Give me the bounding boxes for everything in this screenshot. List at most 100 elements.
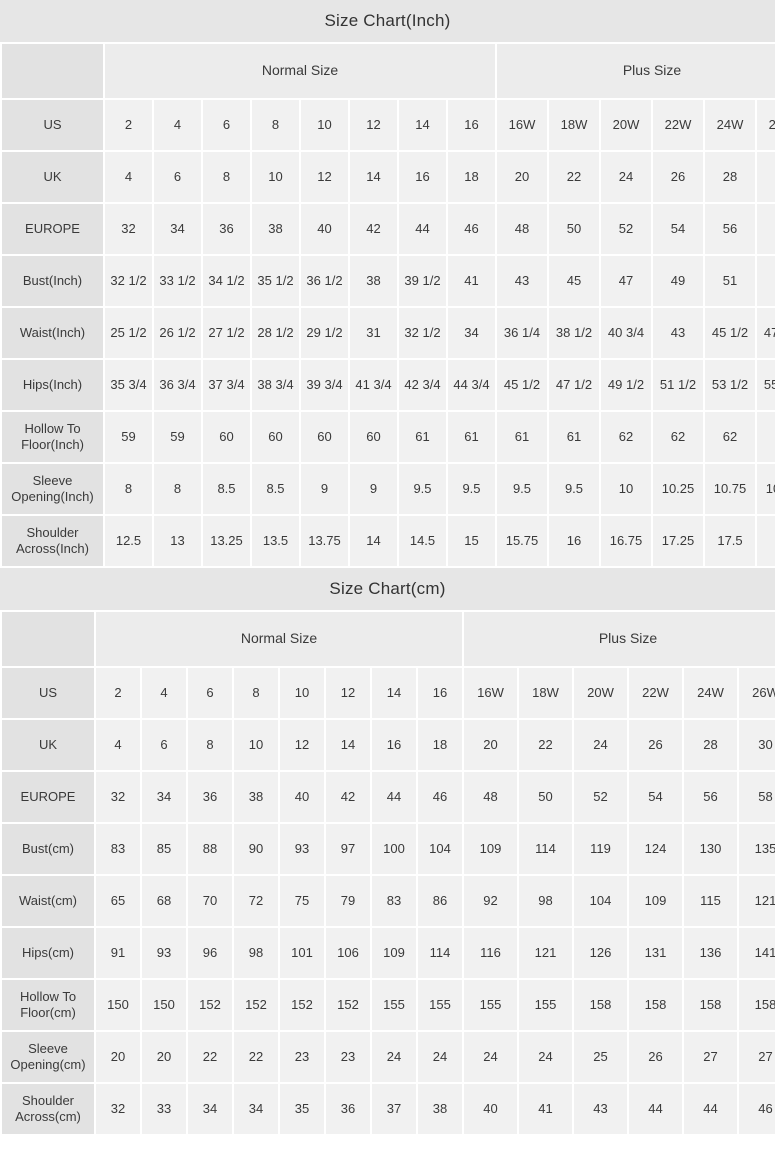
table-cell: 9.5 (549, 464, 599, 514)
table-cell: 16 (448, 100, 495, 150)
table-cell: 20 (497, 152, 547, 202)
cm-group-normal-size: Normal Size (96, 612, 462, 666)
table-cell: 26 (653, 152, 703, 202)
table-cell: 100 (372, 824, 416, 874)
table-cell: 8 (188, 720, 232, 770)
table-cell: 155 (418, 980, 462, 1030)
table-cell: 24W (684, 668, 737, 718)
table-cell: 65 (96, 876, 140, 926)
table-cell: 51 (705, 256, 755, 306)
table-cell: 23 (280, 1032, 324, 1082)
table-cell: 41 (519, 1084, 572, 1134)
table-cell: 13 (154, 516, 201, 566)
table-cell: 34 1/2 (203, 256, 250, 306)
inch-group-plus-size: Plus Size (497, 44, 775, 98)
table-cell: 12 (301, 152, 348, 202)
table-cell: 152 (326, 980, 370, 1030)
table-cell: 12 (350, 100, 397, 150)
table-cell: 24 (601, 152, 651, 202)
table-cell: 83 (372, 876, 416, 926)
cm-corner-cell (2, 612, 94, 666)
table-cell: 28 (684, 720, 737, 770)
table-cell: 130 (684, 824, 737, 874)
table-cell: 20 (142, 1032, 186, 1082)
table-cell: 79 (326, 876, 370, 926)
table-cell: 48 (464, 772, 517, 822)
table-cell: 44 3/4 (448, 360, 495, 410)
table-cell: 106 (326, 928, 370, 978)
table-cell: 121 (739, 876, 775, 926)
table-row: Waist(cm) 65 68 70 72 75 79 83 86 92 98 … (2, 876, 775, 926)
table-cell: 22 (519, 720, 572, 770)
table-cell: 28 1/2 (252, 308, 299, 358)
inch-row-label-hips: Hips(Inch) (2, 360, 103, 410)
table-cell: 27 (684, 1032, 737, 1082)
table-cell: 10.75 (757, 464, 775, 514)
table-cell: 14 (326, 720, 370, 770)
table-cell: 68 (142, 876, 186, 926)
table-cell: 40 (464, 1084, 517, 1134)
table-cell: 104 (574, 876, 627, 926)
table-cell: 109 (629, 876, 682, 926)
inch-row-label-europe: EUROPE (2, 204, 103, 254)
table-cell: 104 (418, 824, 462, 874)
size-chart-cm-table: Normal Size Plus Size US 2 4 6 8 10 12 1… (0, 610, 775, 1136)
table-cell: 26 1/2 (154, 308, 201, 358)
table-cell: 44 (399, 204, 446, 254)
table-cell: 61 (399, 412, 446, 462)
table-cell: 152 (188, 980, 232, 1030)
table-cell: 29 1/2 (301, 308, 348, 358)
cm-row-label-europe: EUROPE (2, 772, 94, 822)
inch-row-label-waist: Waist(Inch) (2, 308, 103, 358)
table-cell: 9 (350, 464, 397, 514)
table-cell: 34 (448, 308, 495, 358)
table-row: US 2 4 6 8 10 12 14 16 16W 18W 20W 22W 2… (2, 100, 775, 150)
table-cell: 92 (464, 876, 517, 926)
table-cell: 8 (105, 464, 152, 514)
table-cell: 32 (105, 204, 152, 254)
table-cell: 54 (629, 772, 682, 822)
table-cell: 15.75 (497, 516, 547, 566)
table-cell: 16W (464, 668, 517, 718)
table-cell: 27 1/2 (203, 308, 250, 358)
table-cell: 12.5 (105, 516, 152, 566)
table-cell: 10 (252, 152, 299, 202)
table-cell: 26W (757, 100, 775, 150)
table-cell: 41 3/4 (350, 360, 397, 410)
table-row: UK 4 6 8 10 12 14 16 18 20 22 24 26 28 3… (2, 720, 775, 770)
inch-group-normal-size: Normal Size (105, 44, 495, 98)
table-cell: 115 (684, 876, 737, 926)
table-cell: 22W (653, 100, 703, 150)
table-row: Hips(Inch) 35 3/4 36 3/4 37 3/4 38 3/4 3… (2, 360, 775, 410)
table-row: Bust(Inch) 32 1/2 33 1/2 34 1/2 35 1/2 3… (2, 256, 775, 306)
table-cell: 30 (757, 152, 775, 202)
table-cell: 22W (629, 668, 682, 718)
table-cell: 43 (497, 256, 547, 306)
table-row: US 2 4 6 8 10 12 14 16 16W 18W 20W 22W 2… (2, 668, 775, 718)
table-cell: 158 (574, 980, 627, 1030)
table-cell: 22 (188, 1032, 232, 1082)
table-cell: 152 (234, 980, 278, 1030)
table-cell: 50 (519, 772, 572, 822)
table-cell: 47 (601, 256, 651, 306)
table-cell: 28 (705, 152, 755, 202)
table-cell: 114 (519, 824, 572, 874)
cm-group-header-row: Normal Size Plus Size (2, 612, 775, 666)
table-cell: 135 (739, 824, 775, 874)
table-cell: 88 (188, 824, 232, 874)
table-cell: 40 3/4 (601, 308, 651, 358)
table-cell: 136 (684, 928, 737, 978)
table-cell: 8.5 (203, 464, 250, 514)
table-cell: 38 3/4 (252, 360, 299, 410)
inch-corner-cell (2, 44, 103, 98)
table-cell: 8 (154, 464, 201, 514)
table-cell: 24 (519, 1032, 572, 1082)
table-cell: 58 (757, 204, 775, 254)
table-cell: 61 (497, 412, 547, 462)
table-cell: 43 (653, 308, 703, 358)
table-cell: 56 (684, 772, 737, 822)
table-cell: 36 (203, 204, 250, 254)
table-cell: 26 (629, 720, 682, 770)
table-cell: 90 (234, 824, 278, 874)
table-cell: 16.75 (601, 516, 651, 566)
